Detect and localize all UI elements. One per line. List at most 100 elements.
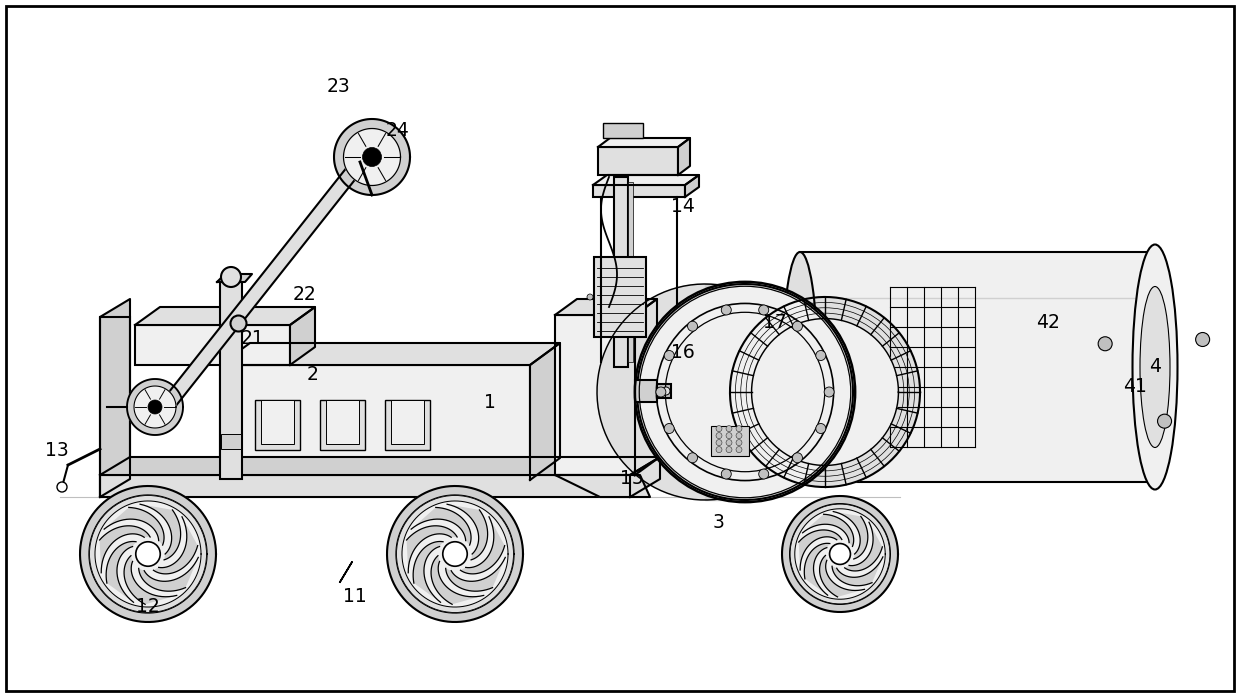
Text: 21: 21 bbox=[241, 330, 265, 348]
Bar bbox=[556, 315, 635, 475]
Polygon shape bbox=[630, 457, 660, 497]
Bar bbox=[100, 317, 130, 497]
Text: 3: 3 bbox=[712, 512, 724, 532]
Polygon shape bbox=[799, 530, 842, 570]
Circle shape bbox=[1195, 332, 1210, 346]
Circle shape bbox=[759, 469, 769, 479]
Polygon shape bbox=[782, 496, 898, 612]
Circle shape bbox=[1099, 337, 1112, 351]
Polygon shape bbox=[820, 556, 864, 597]
Circle shape bbox=[825, 387, 835, 397]
Circle shape bbox=[737, 433, 742, 438]
Polygon shape bbox=[396, 495, 515, 613]
Bar bbox=[593, 185, 684, 197]
Text: 2: 2 bbox=[308, 365, 319, 383]
Polygon shape bbox=[402, 501, 508, 607]
Polygon shape bbox=[460, 516, 505, 574]
Bar bbox=[391, 400, 424, 444]
Circle shape bbox=[792, 453, 802, 463]
Circle shape bbox=[135, 542, 160, 566]
Polygon shape bbox=[556, 299, 657, 315]
Polygon shape bbox=[154, 516, 197, 574]
Polygon shape bbox=[529, 343, 560, 480]
Polygon shape bbox=[730, 297, 920, 487]
Bar bbox=[100, 475, 630, 497]
Text: 14: 14 bbox=[671, 197, 694, 217]
Circle shape bbox=[715, 447, 722, 452]
Text: 17: 17 bbox=[763, 312, 787, 332]
Polygon shape bbox=[126, 379, 184, 435]
Bar bbox=[594, 257, 646, 337]
Text: 42: 42 bbox=[1037, 312, 1060, 332]
Polygon shape bbox=[407, 526, 458, 573]
Polygon shape bbox=[635, 299, 657, 475]
Polygon shape bbox=[593, 175, 699, 185]
Circle shape bbox=[221, 267, 241, 287]
Polygon shape bbox=[100, 299, 130, 497]
Circle shape bbox=[665, 351, 675, 360]
Polygon shape bbox=[598, 138, 689, 147]
Circle shape bbox=[665, 424, 675, 434]
Polygon shape bbox=[844, 522, 883, 571]
Polygon shape bbox=[95, 501, 201, 607]
Polygon shape bbox=[678, 138, 689, 175]
Polygon shape bbox=[334, 119, 410, 195]
Bar bbox=[603, 123, 644, 138]
Bar bbox=[219, 365, 529, 480]
Polygon shape bbox=[81, 486, 216, 622]
Circle shape bbox=[231, 316, 247, 332]
Ellipse shape bbox=[782, 252, 817, 482]
Circle shape bbox=[148, 400, 162, 414]
Polygon shape bbox=[556, 475, 650, 497]
Text: 13: 13 bbox=[45, 441, 69, 459]
Circle shape bbox=[722, 469, 732, 479]
Polygon shape bbox=[802, 514, 853, 546]
Circle shape bbox=[587, 294, 593, 300]
Ellipse shape bbox=[1132, 245, 1178, 489]
Circle shape bbox=[362, 148, 382, 167]
Circle shape bbox=[737, 447, 742, 452]
Bar bbox=[260, 400, 294, 444]
Polygon shape bbox=[413, 542, 443, 602]
Circle shape bbox=[715, 426, 722, 431]
Polygon shape bbox=[412, 507, 471, 545]
Circle shape bbox=[792, 321, 802, 331]
Text: 1: 1 bbox=[484, 392, 496, 411]
Polygon shape bbox=[217, 274, 252, 282]
Bar bbox=[219, 282, 242, 479]
Text: 24: 24 bbox=[386, 121, 410, 139]
Text: 4: 4 bbox=[1149, 358, 1161, 376]
Polygon shape bbox=[124, 556, 176, 604]
Circle shape bbox=[725, 433, 732, 438]
Circle shape bbox=[1158, 414, 1172, 428]
Circle shape bbox=[816, 351, 826, 360]
Polygon shape bbox=[751, 319, 899, 466]
Polygon shape bbox=[99, 526, 150, 573]
Polygon shape bbox=[107, 542, 136, 602]
Bar bbox=[255, 400, 300, 450]
Text: 16: 16 bbox=[671, 342, 694, 362]
Circle shape bbox=[687, 321, 698, 331]
Polygon shape bbox=[135, 307, 315, 325]
Polygon shape bbox=[290, 307, 315, 365]
Bar bbox=[627, 182, 632, 362]
Polygon shape bbox=[89, 495, 207, 613]
Bar bbox=[800, 252, 1154, 482]
Circle shape bbox=[816, 424, 826, 434]
Circle shape bbox=[737, 440, 742, 445]
Polygon shape bbox=[139, 558, 198, 591]
Polygon shape bbox=[104, 507, 164, 545]
Polygon shape bbox=[165, 158, 366, 406]
Polygon shape bbox=[445, 558, 505, 591]
Text: 15: 15 bbox=[620, 470, 644, 489]
Circle shape bbox=[662, 387, 670, 395]
Circle shape bbox=[57, 482, 67, 492]
Polygon shape bbox=[343, 128, 401, 185]
Polygon shape bbox=[432, 556, 484, 604]
Bar bbox=[711, 426, 749, 456]
Polygon shape bbox=[387, 486, 523, 622]
Circle shape bbox=[725, 440, 732, 445]
Bar bbox=[657, 384, 671, 398]
Polygon shape bbox=[637, 284, 853, 500]
Ellipse shape bbox=[1140, 286, 1171, 447]
